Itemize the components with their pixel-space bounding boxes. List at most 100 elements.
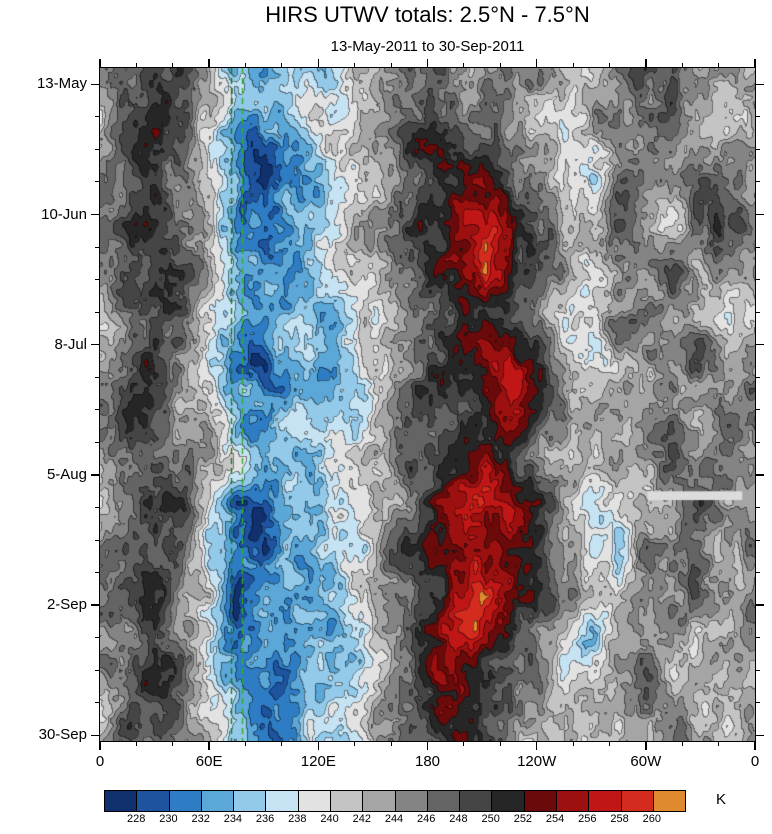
- colorbar-segment: [362, 791, 395, 811]
- colorbar-tick-label: 246: [417, 813, 436, 825]
- x-tick-label: 120E: [300, 753, 336, 770]
- colorbar-segment: [297, 791, 330, 811]
- y-minor-tick: [756, 376, 760, 378]
- x-minor-tick: [463, 742, 465, 746]
- colorbar-tick-label: 242: [352, 813, 371, 825]
- x-tick-label: 180: [414, 753, 441, 770]
- colorbar-tick-label: 260: [642, 813, 661, 825]
- x-minor-tick: [135, 63, 137, 67]
- y-tick-label: 13-May: [36, 75, 87, 93]
- y-major-tick: [91, 344, 99, 346]
- colorbar-tick-label: 228: [127, 813, 146, 825]
- x-major-tick: [645, 742, 647, 750]
- x-minor-tick: [499, 63, 501, 67]
- x-major-tick: [426, 59, 429, 67]
- colorbar-segment: [588, 791, 621, 811]
- colorbar-tick-label: 240: [320, 813, 339, 825]
- y-major-tick: [756, 734, 764, 737]
- x-major-tick: [99, 59, 101, 67]
- colorbar-tick-label: 248: [449, 813, 468, 825]
- x-major-tick: [99, 742, 101, 750]
- y-major-tick: [91, 604, 99, 606]
- x-tick-label: 0: [750, 753, 760, 770]
- y-minor-tick: [95, 311, 99, 313]
- y-tick-label: 8-Jul: [54, 335, 87, 353]
- colorbar-segment: [394, 791, 427, 811]
- colorbar-segment: [136, 791, 169, 811]
- y-minor-tick: [756, 572, 760, 574]
- y-major-tick: [756, 344, 764, 346]
- x-minor-tick: [718, 742, 720, 746]
- x-tick-label: 0: [95, 753, 105, 770]
- x-major-tick: [426, 742, 429, 750]
- y-minor-tick: [95, 148, 99, 150]
- y-minor-tick: [95, 637, 99, 639]
- heatmap-canvas: [100, 68, 755, 741]
- x-minor-tick: [608, 63, 610, 67]
- colorbar-unit-label: K: [716, 791, 727, 808]
- x-minor-tick: [172, 63, 174, 67]
- y-minor-tick: [756, 279, 760, 281]
- colorbar-segment: [105, 791, 137, 811]
- x-minor-tick: [390, 742, 392, 746]
- x-major-tick: [317, 742, 320, 750]
- x-minor-tick: [135, 742, 137, 746]
- x-minor-tick: [718, 63, 720, 67]
- colorbar-segment: [233, 791, 266, 811]
- colorbar-tick-label: 230: [159, 813, 178, 825]
- colorbar-segment: [491, 791, 524, 811]
- chart-subtitle: 13-May-2011 to 30-Sep-2011: [330, 38, 525, 55]
- colorbar-segment: [168, 791, 201, 811]
- y-minor-tick: [95, 279, 99, 281]
- x-major-tick: [535, 742, 538, 750]
- x-minor-tick: [281, 742, 283, 746]
- colorbar-tick-label: 238: [288, 813, 307, 825]
- y-minor-tick: [95, 246, 99, 248]
- y-minor-tick: [756, 702, 760, 704]
- y-tick-label: 2-Sep: [46, 596, 87, 614]
- y-tick-label: 5-Aug: [46, 465, 87, 483]
- colorbar: [104, 790, 686, 812]
- y-tick-label: 10-Jun: [41, 205, 87, 223]
- y-major-tick: [756, 604, 764, 606]
- x-major-tick: [317, 59, 320, 67]
- y-minor-tick: [756, 116, 760, 118]
- colorbar-segment: [523, 791, 556, 811]
- x-tick-label: 120W: [517, 753, 557, 770]
- x-tick-label: 60W: [630, 753, 662, 770]
- y-minor-tick: [756, 181, 760, 183]
- x-minor-tick: [463, 63, 465, 67]
- colorbar-tick-label: 232: [191, 813, 210, 825]
- colorbar-segment: [200, 791, 234, 811]
- y-minor-tick: [95, 669, 99, 671]
- y-minor-tick: [95, 116, 99, 118]
- y-minor-tick: [756, 246, 760, 248]
- y-minor-tick: [95, 376, 99, 378]
- colorbar-segment: [329, 791, 363, 811]
- x-minor-tick: [245, 63, 247, 67]
- x-major-tick: [754, 742, 756, 750]
- colorbar-segment: [459, 791, 492, 811]
- colorbar-labels: 228 230 232 234 236 238 240 242 244 246 248 250 252 2…: [104, 813, 684, 827]
- x-minor-tick: [354, 742, 356, 746]
- y-minor-tick: [95, 409, 99, 411]
- x-minor-tick: [245, 742, 247, 746]
- y-minor-tick: [756, 441, 760, 443]
- y-minor-tick: [756, 669, 760, 671]
- x-minor-tick: [572, 742, 574, 746]
- x-major-tick: [645, 59, 647, 67]
- y-major-tick: [756, 213, 764, 216]
- colorbar-tick-label: 234: [223, 813, 243, 825]
- colorbar-tick-label: 244: [384, 813, 404, 825]
- colorbar-segment: [652, 791, 686, 811]
- y-minor-tick: [756, 539, 760, 541]
- colorbar-tick-label: 256: [578, 813, 597, 825]
- x-minor-tick: [499, 742, 501, 746]
- colorbar-tick-label: 252: [513, 813, 533, 825]
- y-minor-tick: [95, 539, 99, 541]
- chart-title: HIRS UTWV totals: 2.5°N - 7.5°N: [265, 2, 590, 27]
- plot-box: [99, 67, 756, 742]
- y-minor-tick: [95, 572, 99, 574]
- y-tick-label: 30-Sep: [38, 726, 87, 744]
